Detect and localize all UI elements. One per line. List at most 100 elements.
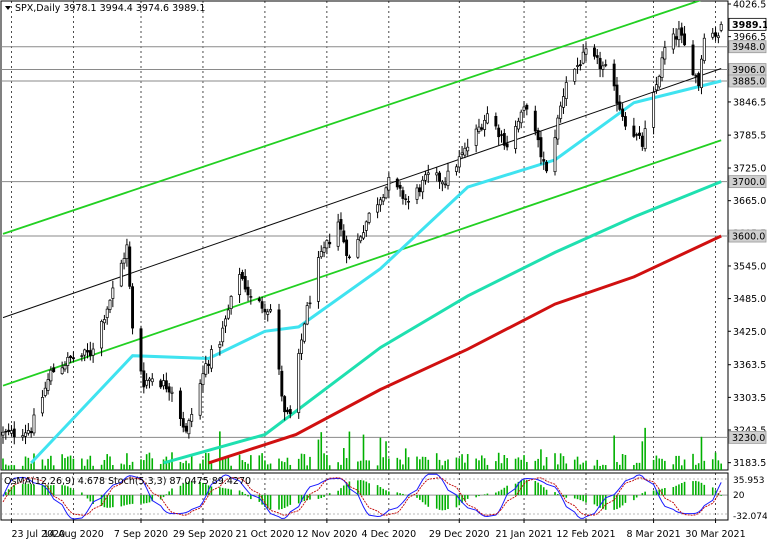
x-tick-label: 4 Dec 2020 (362, 529, 417, 540)
price-label-box (728, 74, 767, 88)
candle-body (288, 409, 292, 414)
candle-body (198, 383, 202, 416)
candle-body (598, 57, 602, 70)
price-label: 3885.0 (732, 76, 765, 87)
y-tick-label: 3363.5 (733, 360, 766, 371)
candle-body (119, 262, 123, 287)
candle-body (316, 257, 320, 302)
candle-body (604, 64, 608, 66)
y-tick-label: 4026.5 (733, 0, 766, 10)
oscillator-label: OsMA(12,26,9) 4.678 Stoch(5,3,3) 87.0475… (4, 476, 251, 487)
chart-title: SPX,Daily 3978.1 3994.4 3974.6 3989.1 (15, 3, 205, 14)
candle-body (204, 363, 208, 375)
osc-axis-label: -32.074 (733, 512, 767, 522)
candle-body (387, 177, 391, 191)
candle-body (69, 355, 73, 359)
candle-body (249, 296, 253, 298)
candle-body (221, 327, 225, 343)
price-label: 3989.1 (732, 20, 767, 31)
candle-body (519, 111, 523, 124)
candle-body (635, 134, 639, 136)
candle-body (226, 309, 230, 319)
candle-body (564, 82, 568, 99)
candle-body (562, 96, 565, 108)
price-label-box (728, 17, 767, 31)
candle-body (384, 187, 388, 199)
candle-body (300, 339, 303, 354)
x-tick-label: 30 Mar 2021 (685, 529, 745, 540)
candle-body (418, 187, 422, 193)
candle-body (336, 221, 340, 247)
candle-body (466, 146, 470, 152)
candle-body (218, 344, 222, 348)
y-tick-label: 3725.0 (733, 164, 766, 175)
candle-body (539, 137, 543, 158)
candle-body (592, 47, 596, 57)
candle-body (100, 321, 104, 349)
candle-body (415, 187, 419, 200)
candle-body (150, 378, 154, 383)
candle-body (559, 105, 563, 119)
candle-body (621, 108, 625, 117)
candle-body (674, 36, 678, 40)
candle-body (514, 126, 518, 150)
candle-body (719, 23, 723, 31)
candle-body (40, 397, 44, 414)
candle-body (494, 115, 498, 127)
candle-body (184, 425, 188, 432)
candle-body (209, 349, 213, 369)
candle-body (66, 356, 70, 366)
candle-body (297, 353, 301, 413)
candle-body (460, 152, 464, 155)
candle-body (654, 84, 658, 91)
candle-body (43, 387, 47, 396)
candle-body (525, 104, 529, 110)
x-tick-label: 12 Feb 2021 (556, 529, 615, 540)
candle-body (595, 55, 599, 58)
candle-body (623, 116, 627, 127)
price-label: 3906.0 (732, 65, 765, 76)
candle-body (359, 236, 363, 242)
candle-body (71, 357, 75, 360)
y-tick-label: 3966.5 (733, 32, 766, 43)
candle-body (657, 76, 661, 88)
candle-body (601, 65, 605, 70)
candle-body (286, 409, 289, 413)
candle-body (178, 390, 182, 420)
candle-body (1, 431, 5, 436)
candle-body (224, 318, 227, 327)
candle-body (322, 247, 326, 253)
candle-body (446, 170, 450, 186)
candle-body (240, 272, 244, 279)
candle-body (671, 33, 675, 50)
x-tick-label: 29 Dec 2020 (429, 529, 490, 540)
candle-body (691, 44, 695, 76)
candle-body (148, 378, 151, 381)
oscillator-layer (1, 473, 728, 520)
x-tick-label: 21 Oct 2020 (236, 529, 295, 540)
candle-body (485, 113, 489, 124)
candle-body (660, 57, 664, 78)
candle-body (246, 286, 250, 296)
candle-body (367, 212, 371, 223)
candle-body (342, 230, 346, 243)
moving-average-line (30, 79, 722, 464)
candle-body (677, 28, 681, 41)
candle-body (612, 63, 616, 87)
candle-body (443, 183, 447, 186)
candle-body (201, 373, 205, 386)
candle-body (21, 435, 25, 438)
candle-body (716, 35, 720, 38)
candle-body (339, 219, 343, 230)
candle-body (207, 363, 211, 366)
candle-body (86, 350, 89, 353)
candle-body (643, 128, 647, 149)
candle-body (325, 240, 329, 249)
dropdown-triangle-icon (5, 6, 11, 10)
candle-body (522, 106, 526, 111)
price-label: 3600.0 (732, 232, 765, 243)
candle-body (500, 134, 503, 136)
candle-body (421, 179, 425, 193)
candle-body (105, 308, 109, 318)
price-label: 3230.0 (732, 433, 765, 444)
